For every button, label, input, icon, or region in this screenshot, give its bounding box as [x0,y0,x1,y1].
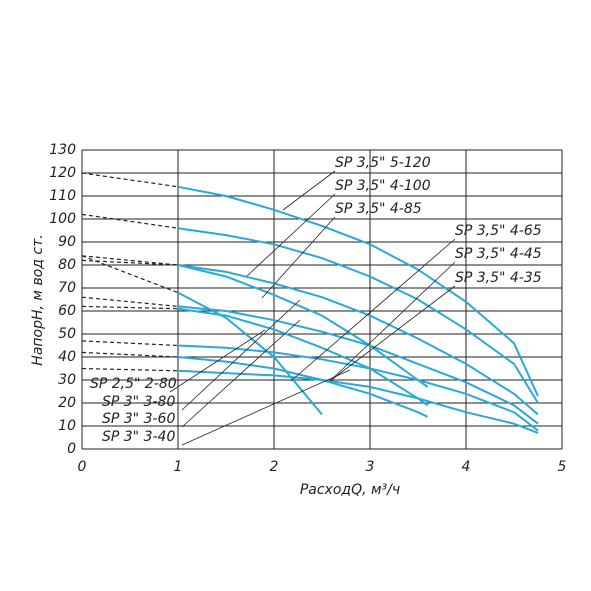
legend-label: SP 3,5" 4-100 [335,178,431,194]
pump-curve [177,291,323,416]
y-tick-label: 0 [67,441,76,457]
y-tick-label: 50 [58,326,76,342]
y-tick-label: 90 [58,234,76,250]
legend-label: SP 3,5" 5-120 [335,155,431,171]
legend-label: SP 2,5" 2-80 [90,376,177,392]
leader-line [282,170,336,211]
y-tick-label: 100 [49,211,76,227]
pump-curve [177,264,539,416]
leader-line [181,319,301,428]
dashed-curve-start [81,259,179,266]
x-tick-label: 2 [270,459,279,475]
leader-line [329,261,456,382]
leader-line [181,299,301,411]
y-tick-label: 10 [58,418,76,434]
pump-curve [177,369,539,434]
dashed-curve-start [81,255,179,294]
leader-line [329,285,456,382]
legend-label: SP 3,5" 4-35 [455,270,542,286]
dashed-curve-start [81,296,179,307]
x-tick-label: 4 [462,459,471,475]
legend-label: SP 3,5" 4-85 [335,201,422,217]
leader-line [290,238,456,382]
y-tick-label: 80 [58,257,76,273]
leader-line [261,216,336,299]
y-tick-label: 60 [58,303,76,319]
y-tick-label: 20 [58,395,76,411]
dashed-curve-start [81,367,179,372]
dashed-curve-start [81,305,179,310]
leader-line [246,193,336,277]
x-axis-title: РасходQ, м³/ч [300,482,400,498]
dashed-curve-start [81,213,179,229]
legend-label: SP 3" 3-60 [102,411,175,427]
x-tick-label: 5 [558,459,567,475]
y-tick-label: 120 [49,165,76,181]
leader-line [181,369,351,446]
y-tick-label: 30 [58,372,76,388]
y-tick-label: 70 [58,280,76,296]
x-tick-label: 1 [174,459,183,475]
pump-curve [177,264,429,388]
dashed-curve-start [81,340,179,347]
legend-label: SP 3" 3-40 [102,429,175,445]
leader-line [169,329,266,393]
legend-label: SP 3" 3-80 [102,394,175,410]
pump-curve [177,344,539,432]
dashed-curve-start [81,255,179,266]
dashed-curve-start [81,172,179,188]
pump-curve [177,227,539,404]
y-axis-title: НапорH, м вод ст. [30,234,46,365]
y-tick-label: 130 [49,142,76,158]
pump-curve [177,307,429,407]
y-tick-label: 40 [58,349,76,365]
y-tick-label: 110 [49,188,76,204]
x-tick-label: 0 [78,459,87,475]
legend-label: SP 3,5" 4-65 [455,223,542,239]
dashed-curve-start [81,351,179,358]
pump-curve [177,356,429,418]
legend-label: SP 3,5" 4-45 [455,246,542,262]
pump-curve [177,185,539,397]
x-tick-label: 3 [366,459,375,475]
